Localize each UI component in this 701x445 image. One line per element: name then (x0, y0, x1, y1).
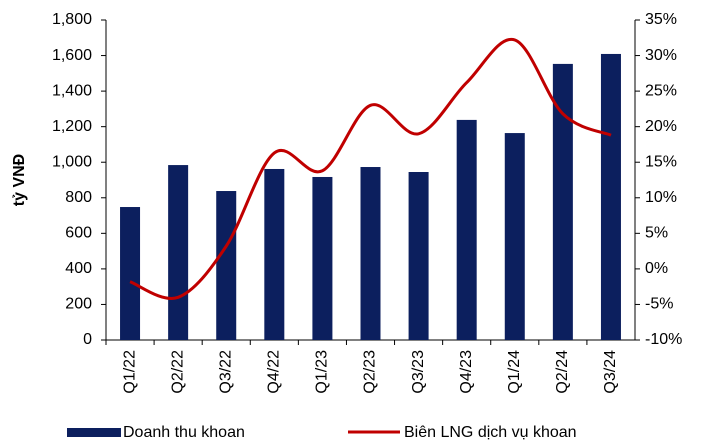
y2-tick-label: 30% (645, 47, 677, 64)
bar (456, 119, 477, 341)
line (129, 37, 612, 300)
bar (168, 165, 189, 340)
x-tick-label: Q1/23 (314, 350, 331, 394)
bar (216, 191, 237, 340)
x-tick-label: Q2/24 (554, 350, 571, 394)
y2-tick-label: 20% (645, 118, 677, 135)
legend-label: Doanh thu khoan (123, 424, 245, 441)
x-tick-label: Q3/22 (217, 350, 234, 394)
y2-tick-label: -5% (645, 296, 673, 313)
bar (312, 176, 333, 340)
y-tick-label: 1,800 (52, 11, 92, 28)
y-tick-label: 800 (65, 189, 92, 206)
x-tick-label: Q2/23 (362, 350, 379, 394)
bar (360, 167, 381, 340)
y-tick-label: 400 (65, 260, 92, 277)
y-tick-label: 200 (65, 296, 92, 313)
x-tick-label: Q3/23 (410, 350, 427, 394)
y2-tick-label: -10% (645, 331, 682, 348)
x-tick-label: Q1/24 (506, 350, 523, 394)
y2-tick-label: 15% (645, 153, 677, 170)
y-tick-label: 1,200 (52, 118, 92, 135)
y2-tick-label: 35% (645, 11, 677, 28)
x-tick-label: Q3/24 (602, 350, 619, 394)
y-tick-label: 600 (65, 225, 92, 242)
y-axis-label: tỷ VNĐ (11, 154, 28, 206)
y2-tick-label: 5% (645, 225, 668, 242)
bar (600, 53, 621, 340)
y-tick-label: 1,000 (52, 153, 92, 170)
x-tick-label: Q4/22 (266, 350, 283, 394)
bar (504, 133, 525, 340)
bar (264, 168, 285, 340)
x-tick-label: Q4/23 (458, 350, 475, 394)
y-tick-label: 1,400 (52, 82, 92, 99)
legend-swatch (67, 428, 121, 437)
y2-tick-label: 10% (645, 189, 677, 206)
y-tick-label: 0 (83, 331, 92, 348)
y2-tick-label: 0% (645, 260, 668, 277)
x-tick-label: Q1/22 (121, 350, 138, 394)
y2-tick-label: 25% (645, 82, 677, 99)
legend-label: Biên LNG dịch vụ khoan (404, 424, 577, 441)
bar (120, 207, 141, 340)
x-tick-label: Q2/22 (169, 350, 186, 394)
bar (408, 172, 429, 340)
bar (552, 63, 573, 341)
y-tick-label: 1,600 (52, 47, 92, 64)
